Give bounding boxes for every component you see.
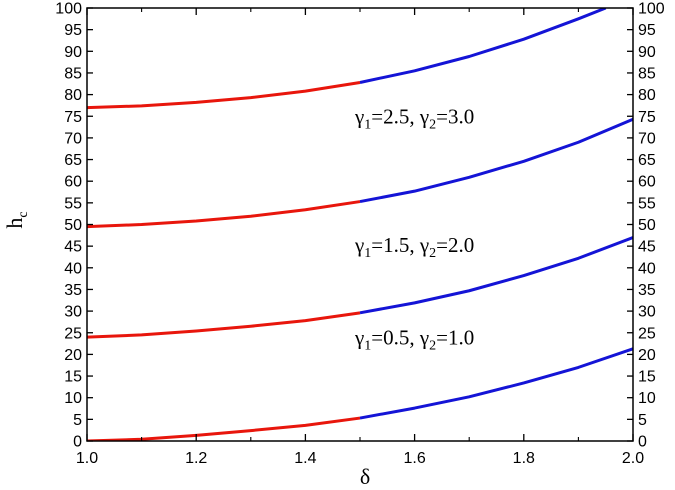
series-0-segment-high — [359, 347, 633, 420]
x-axis-title: δ — [360, 464, 370, 489]
curve-label-text: =1.5, — [371, 233, 420, 257]
curve-label-text: γ — [354, 325, 364, 349]
y-tick-label-left: 95 — [64, 22, 82, 39]
y-tick-label-right: 5 — [638, 412, 647, 429]
curve-label-text: =0.5, — [371, 325, 420, 349]
y-tick-label-right: 10 — [638, 390, 656, 407]
curve-label-text: =2.0 — [436, 233, 474, 257]
axis-ticks — [86, 7, 634, 442]
x-tick-label: 1.8 — [513, 450, 535, 467]
series-1-segment-high — [359, 236, 633, 315]
y-tick-label-right: 40 — [638, 260, 656, 277]
y-tick-label-right: 45 — [638, 239, 656, 256]
y-tick-label-right: 50 — [638, 217, 656, 234]
y-tick-label-left: 85 — [64, 65, 82, 82]
y-tick-label-left: 70 — [64, 130, 82, 147]
y-tick-label-left: 60 — [64, 174, 82, 191]
curve-label: γ1=2.5, γ2=3.0 — [354, 105, 474, 133]
y-tick-label-right: 55 — [638, 195, 656, 212]
y-tick-label-left: 10 — [64, 390, 82, 407]
svg-text:hc: hc — [2, 211, 31, 228]
y-tick-label-right: 0 — [638, 434, 647, 451]
y-tick-label-left: 50 — [64, 217, 82, 234]
x-tick-label: 2.0 — [622, 450, 644, 467]
y-tick-label-right: 90 — [638, 44, 656, 61]
curve-label-text: =3.0 — [436, 105, 474, 129]
y-axis-title: hc — [2, 211, 31, 228]
y-tick-label-right: 85 — [638, 65, 656, 82]
y-tick-label-right: 80 — [638, 87, 656, 104]
y-axis-title-sub: c — [16, 211, 31, 217]
y-tick-label-left: 15 — [64, 369, 82, 386]
series-3-segment-high — [359, 8, 607, 84]
series-2-segment-low — [87, 200, 361, 229]
y-tick-label-right: 75 — [638, 109, 656, 126]
curve-label-subscript: 2 — [429, 118, 436, 133]
y-tick-label-right: 20 — [638, 347, 656, 364]
curve-label-subscript: 2 — [429, 246, 436, 261]
y-tick-label-left: 55 — [64, 195, 82, 212]
curve-label: γ1=0.5, γ2=1.0 — [354, 325, 474, 353]
curve-label-subscript: 1 — [364, 118, 371, 133]
curve-label-text: =1.0 — [436, 325, 474, 349]
y-tick-label-left: 65 — [64, 152, 82, 169]
y-tick-label-right: 65 — [638, 152, 656, 169]
x-tick-label: 1.6 — [403, 450, 425, 467]
y-tick-label-right: 95 — [638, 22, 656, 39]
series-1-segment-low — [87, 311, 361, 339]
plot-lines — [87, 8, 633, 441]
y-tick-label-left: 35 — [64, 282, 82, 299]
series-0-segment-low — [87, 416, 361, 441]
curve-label-text: γ — [354, 105, 364, 129]
x-tick-label: 1.0 — [76, 450, 98, 467]
y-tick-label-left: 90 — [64, 44, 82, 61]
curve-label-text: γ — [419, 105, 429, 129]
curve-label-text: =2.5, — [371, 105, 420, 129]
y-tick-label-left: 80 — [64, 87, 82, 104]
y-tick-label-right: 15 — [638, 369, 656, 386]
curve-label-text: γ — [419, 325, 429, 349]
curve-annotations: γ1=3.5, γ2=4.0γ1=2.5, γ2=3.0γ1=1.5, γ2=2… — [354, 105, 474, 354]
y-tick-label-left: 100 — [55, 1, 82, 18]
x-tick-label: 1.2 — [185, 450, 207, 467]
y-tick-label-right: 60 — [638, 174, 656, 191]
y-tick-label-right: 25 — [638, 325, 656, 342]
y-tick-label-left: 75 — [64, 109, 82, 126]
y-tick-label-left: 30 — [64, 304, 82, 321]
series-2-segment-high — [359, 117, 633, 204]
y-tick-label-left: 5 — [73, 412, 82, 429]
curve-label-text: γ — [354, 233, 364, 257]
y-tick-label-left: 25 — [64, 325, 82, 342]
series-3-segment-low — [87, 80, 361, 110]
y-tick-label-left: 40 — [64, 260, 82, 277]
curve-label-subscript: 1 — [364, 338, 371, 353]
y-axis-title-main: h — [2, 218, 27, 229]
y-tick-label-right: 30 — [638, 304, 656, 321]
y-tick-label-left: 45 — [64, 239, 82, 256]
curve-label: γ1=1.5, γ2=2.0 — [354, 233, 474, 261]
y-tick-label-right: 100 — [638, 1, 665, 18]
y-tick-label-right: 35 — [638, 282, 656, 299]
x-tick-label: 1.4 — [294, 450, 316, 467]
y-tick-label-left: 20 — [64, 347, 82, 364]
y-tick-label-left: 0 — [73, 434, 82, 451]
curve-label-text: γ — [419, 233, 429, 257]
curve-label-subscript: 1 — [364, 246, 371, 261]
curve-label-subscript: 2 — [429, 338, 436, 353]
y-tick-label-right: 70 — [638, 130, 656, 147]
